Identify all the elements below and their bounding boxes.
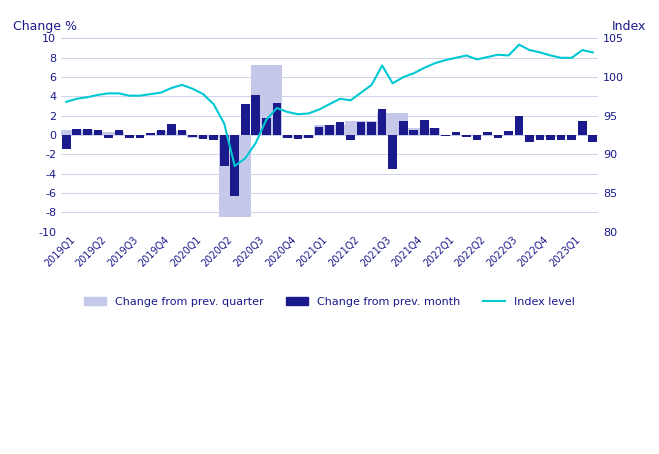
Bar — [472, 135, 503, 136]
Bar — [567, 135, 576, 140]
Bar — [188, 135, 197, 137]
Bar — [250, 64, 282, 135]
Bar — [252, 94, 260, 135]
Bar — [241, 104, 250, 135]
Bar — [262, 118, 271, 135]
Bar — [503, 135, 535, 136]
Bar — [504, 131, 513, 135]
Bar — [156, 131, 187, 135]
Bar — [167, 123, 176, 135]
Bar — [187, 135, 219, 138]
Bar — [388, 135, 397, 169]
Bar — [304, 135, 313, 138]
Bar — [346, 135, 355, 140]
Bar — [515, 116, 523, 135]
Bar — [378, 109, 386, 135]
Bar — [430, 128, 439, 135]
Bar — [367, 122, 376, 135]
Bar — [473, 135, 481, 140]
Bar — [399, 121, 407, 135]
Bar — [345, 121, 377, 135]
Bar — [314, 128, 324, 135]
Bar — [219, 135, 250, 217]
Bar — [61, 130, 92, 135]
Bar — [409, 130, 418, 135]
Bar — [462, 135, 471, 137]
Bar — [325, 125, 334, 135]
Bar — [546, 135, 555, 140]
Bar — [210, 135, 218, 140]
Bar — [62, 135, 71, 148]
Bar — [557, 135, 565, 140]
Bar — [525, 135, 534, 142]
Bar — [199, 135, 208, 139]
Bar — [157, 130, 165, 135]
Legend: Change from prev. quarter, Change from prev. month, Index level: Change from prev. quarter, Change from p… — [80, 292, 579, 311]
Bar — [335, 122, 345, 135]
Bar — [83, 129, 92, 135]
Bar — [409, 128, 440, 135]
Bar — [136, 135, 144, 138]
Bar — [125, 135, 134, 138]
Bar — [567, 135, 598, 136]
Bar — [94, 130, 102, 135]
Bar — [357, 122, 365, 135]
Bar — [535, 135, 567, 137]
Bar — [483, 132, 492, 135]
Bar — [314, 125, 345, 135]
Bar — [536, 135, 544, 140]
Bar — [494, 135, 502, 138]
Bar — [124, 135, 156, 136]
Bar — [115, 130, 123, 135]
Bar — [273, 103, 281, 135]
Text: Index: Index — [612, 20, 646, 33]
Bar — [104, 135, 113, 138]
Bar — [451, 132, 460, 135]
Bar — [441, 135, 449, 136]
Bar — [377, 113, 409, 135]
Bar — [283, 135, 292, 138]
Bar — [282, 135, 314, 138]
Bar — [146, 133, 155, 135]
Bar — [578, 121, 587, 135]
Bar — [72, 129, 81, 135]
Bar — [588, 135, 597, 142]
Bar — [220, 135, 229, 166]
Bar — [440, 135, 472, 136]
Bar — [420, 120, 428, 135]
Bar — [231, 135, 239, 196]
Bar — [92, 132, 124, 135]
Bar — [294, 135, 302, 139]
Bar — [178, 130, 186, 135]
Text: Change %: Change % — [13, 20, 76, 33]
